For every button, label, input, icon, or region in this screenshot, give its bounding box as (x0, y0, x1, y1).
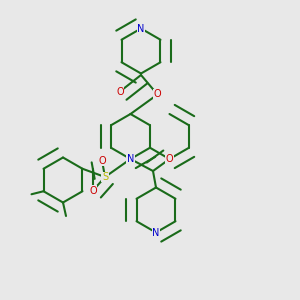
Text: N: N (152, 227, 160, 238)
Text: S: S (102, 172, 108, 182)
Text: O: O (166, 154, 173, 164)
Text: N: N (127, 154, 134, 164)
Text: O: O (154, 89, 161, 100)
Text: N: N (137, 23, 145, 34)
Text: O: O (89, 185, 97, 196)
Text: O: O (116, 86, 124, 97)
Text: O: O (98, 155, 106, 166)
